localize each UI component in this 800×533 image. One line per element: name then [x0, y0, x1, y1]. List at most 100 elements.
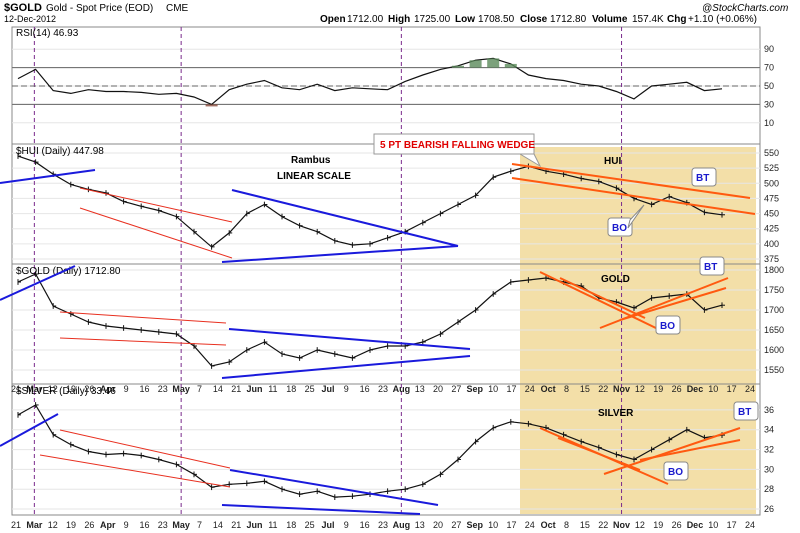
rsi-y-tick-label: 90 [764, 44, 774, 54]
x-tick-label: May [172, 520, 190, 530]
x-tick-label: 24 [525, 520, 535, 530]
gold-y-tick-label: 1700 [764, 305, 784, 315]
x-tick-label: 15 [580, 384, 590, 394]
x-tick-label: 21 [11, 384, 21, 394]
silver-panel-title: $SILVER (Daily) 33.46 [16, 386, 116, 397]
hui-zone-label: HUI [604, 156, 621, 167]
x-tick-label: Oct [541, 384, 556, 394]
silver-zone-label: SILVER [598, 408, 634, 419]
x-tick-label: 18 [286, 384, 296, 394]
gold-orange-down-1 [539, 271, 661, 331]
x-tick-label: 24 [745, 384, 755, 394]
x-tick-label: May [172, 384, 190, 394]
gold-bo-callout: BO [655, 315, 681, 335]
rambus-label: Rambus [291, 155, 331, 166]
x-tick-label: 12 [48, 520, 58, 530]
wedge-callout: 5 PT BEARISH FALLING WEDGE [373, 133, 542, 168]
x-tick-label: 9 [124, 384, 129, 394]
wedge-title: 5 PT BEARISH FALLING WEDGE [380, 140, 535, 151]
chg-label: Chg [667, 14, 686, 25]
x-tick-label: 23 [158, 384, 168, 394]
hui-y-tick-label: 425 [764, 224, 779, 234]
rsi-price-line [17, 57, 723, 106]
silver-orange-up-2 [639, 439, 741, 461]
low-label: Low [455, 14, 475, 25]
x-tick-label: 7 [197, 520, 202, 530]
high-value: 1725.00 [414, 14, 451, 25]
silver-orange-down-2 [557, 437, 641, 471]
x-tick-label: 22 [598, 384, 608, 394]
x-tick-label: 17 [506, 384, 516, 394]
x-tick-label: 26 [672, 520, 682, 530]
x-tick-label: 8 [564, 520, 569, 530]
silver-blue-bottom [221, 504, 421, 515]
svg-text:BO: BO [660, 321, 675, 332]
x-tick-label: 12 [48, 384, 58, 394]
volume-label: Volume [592, 14, 628, 25]
x-tick-label: Mar [26, 384, 43, 394]
exchange-label: CME [166, 3, 189, 14]
x-tick-label: Nov [613, 384, 630, 394]
silver-y-tick-label: 32 [764, 445, 774, 455]
callouts: BT BO BT BO BT BO [607, 167, 759, 481]
x-tick-label: 22 [598, 520, 608, 530]
x-tick-label: 26 [672, 384, 682, 394]
x-tick-label: Sep [466, 520, 483, 530]
x-tick-label: 18 [286, 520, 296, 530]
hui-y-tick-label: 400 [764, 239, 779, 249]
rsi-y-tick-label: 30 [764, 99, 774, 109]
x-tick-label: 27 [451, 384, 461, 394]
gold-trendlines [0, 265, 729, 379]
gold-panel-title: $GOLD (Daily) 1712.80 [16, 266, 121, 277]
x-tick-label: 27 [451, 520, 461, 530]
silver-bt-callout: BT [733, 401, 759, 421]
x-tick-label: 9 [124, 520, 129, 530]
hui-red-channel-top [79, 187, 233, 223]
chg-value: +1.10 (+0.06%) [688, 14, 757, 25]
x-tick-label: 20 [433, 520, 443, 530]
x-tick-label: 13 [415, 384, 425, 394]
gold-orange-up-2 [619, 287, 727, 321]
hui-y-tick-label: 500 [764, 178, 779, 188]
svg-text:BT: BT [738, 407, 751, 418]
symbol-description: Gold - Spot Price (EOD) [46, 3, 153, 14]
hui-wedge-top [511, 163, 751, 199]
silver-y-tick-label: 34 [764, 425, 774, 435]
x-tick-label: 24 [745, 520, 755, 530]
month-divider-lines [33, 27, 623, 515]
x-tick-label: 25 [305, 384, 315, 394]
x-tick-label: Apr [100, 520, 116, 530]
x-tick-label: 23 [158, 520, 168, 530]
x-tick-label: 25 [305, 520, 315, 530]
rsi-overbought-area [504, 63, 517, 68]
x-tick-label: 11 [268, 520, 277, 530]
x-tick-label: Aug [393, 520, 411, 530]
silver-red-channel-top [59, 429, 231, 469]
gold-triangle-top [228, 328, 471, 350]
x-tick-label: Sep [466, 384, 483, 394]
x-tick-label: Oct [541, 520, 556, 530]
rsi-y-tick-label: 10 [764, 118, 774, 128]
x-tick-label: 20 [433, 384, 443, 394]
x-tick-label: 10 [488, 384, 498, 394]
x-tick-label: 21 [11, 520, 21, 530]
x-tick-label: 24 [525, 384, 535, 394]
hui-y-tick-label: 375 [764, 254, 779, 264]
hui-triangle-bottom [221, 245, 459, 263]
volume-value: 157.4K [632, 14, 664, 25]
symbol-title: $GOLD [4, 2, 42, 14]
gold-bt-callout: BT [699, 256, 725, 276]
x-tick-label: 14 [213, 520, 223, 530]
gold-y-tick-label: 1600 [764, 345, 784, 355]
x-tick-label: 7 [197, 384, 202, 394]
gold-y-tick-label: 1800 [764, 265, 784, 275]
x-tick-label: 19 [66, 520, 76, 530]
close-value: 1712.80 [550, 14, 587, 25]
x-tick-label: 19 [66, 384, 76, 394]
x-tick-label: Aug [393, 384, 411, 394]
x-tick-label: 17 [727, 520, 737, 530]
x-tick-label: 19 [653, 384, 663, 394]
close-label: Close [520, 14, 548, 25]
x-tick-label: 10 [488, 520, 498, 530]
rsi-y-tick-label: 70 [764, 63, 774, 73]
